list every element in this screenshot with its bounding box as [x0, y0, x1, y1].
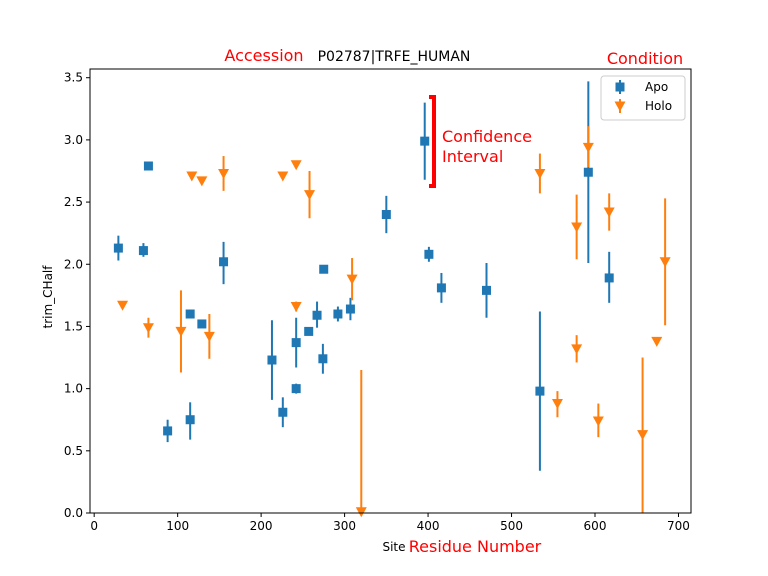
x-tick-label: 300 — [333, 519, 356, 533]
holo-point — [142, 323, 154, 334]
apo-point — [304, 326, 314, 336]
holo-point — [304, 190, 316, 201]
holo-point — [290, 302, 302, 313]
y-tick-label: 2.0 — [64, 257, 83, 271]
holo-point — [637, 430, 649, 441]
plot-area — [113, 81, 671, 518]
confidence-interval-bracket — [429, 95, 436, 188]
apo-point — [436, 283, 446, 293]
y-axis-ticks: 0.0 0.5 1.0 1.5 2.0 2.5 3.0 3.5 — [64, 71, 90, 520]
x-tick-label: 600 — [584, 519, 607, 533]
apo-point — [318, 354, 328, 364]
holo-point — [592, 416, 604, 427]
y-tick-label: 1.0 — [64, 382, 83, 396]
y-tick-label: 2.5 — [64, 195, 83, 209]
apo-legend-marker — [615, 82, 625, 92]
x-tick-label: 400 — [417, 519, 440, 533]
x-axis-label: Site — [382, 540, 405, 554]
holo-point — [551, 399, 563, 410]
holo-point — [175, 326, 187, 337]
apo-point — [319, 264, 329, 274]
apo-point — [420, 136, 430, 146]
plot-frame — [89, 68, 692, 514]
y-tick-label: 3.5 — [64, 71, 83, 85]
apo-legend-label: Apo — [645, 80, 668, 94]
confidence-annotation-line1: Confidence — [442, 127, 532, 146]
holo-point — [290, 160, 302, 171]
apo-point — [381, 210, 391, 220]
x-tick-label: 0 — [90, 519, 98, 533]
apo-point — [291, 338, 301, 348]
apo-series — [113, 81, 614, 471]
confidence-annotation-line2: Interval — [442, 147, 503, 166]
holo-point — [186, 171, 198, 182]
apo-point — [345, 304, 355, 314]
y-tick-label: 0.0 — [64, 506, 83, 520]
holo-point — [651, 336, 663, 347]
apo-point — [267, 355, 277, 365]
x-tick-label: 200 — [250, 519, 273, 533]
apo-point — [163, 426, 173, 436]
legend-frame — [600, 75, 686, 121]
holo-point — [571, 344, 583, 355]
apo-point — [278, 407, 288, 417]
holo-point — [277, 171, 289, 182]
apo-point — [333, 309, 343, 319]
holo-point — [203, 331, 215, 342]
apo-point — [312, 310, 322, 320]
condition-annotation: Condition — [607, 49, 683, 68]
holo-point — [218, 168, 230, 179]
holo-series — [117, 126, 671, 518]
residue-number-annotation: Residue Number — [409, 537, 542, 556]
y-axis-label: trim_CHalf — [41, 265, 55, 329]
holo-legend-label: Holo — [645, 99, 672, 113]
holo-legend-marker — [614, 101, 626, 112]
y-tick-label: 0.5 — [64, 444, 83, 458]
accession-annotation: Accession — [224, 46, 303, 65]
apo-point — [535, 386, 545, 396]
apo-point — [143, 161, 153, 171]
apo-point — [197, 319, 207, 329]
apo-point — [424, 249, 434, 259]
apo-point — [481, 285, 491, 295]
holo-point — [659, 257, 671, 268]
apo-point — [138, 246, 148, 256]
x-tick-label: 700 — [667, 519, 690, 533]
apo-point — [185, 309, 195, 319]
holo-point — [196, 176, 208, 187]
chart-title: P02787|TRFE_HUMAN — [318, 49, 471, 65]
y-tick-label: 1.5 — [64, 319, 83, 333]
holo-point — [117, 300, 129, 311]
legend-items: Apo Holo — [614, 80, 672, 113]
apo-point — [185, 415, 195, 425]
holo-point — [355, 507, 367, 518]
y-tick-label: 3.0 — [64, 133, 83, 147]
holo-point — [603, 207, 615, 218]
apo-point — [113, 243, 123, 253]
apo-point — [291, 384, 301, 394]
x-tick-label: 500 — [500, 519, 523, 533]
apo-point — [219, 257, 229, 267]
holo-point — [534, 168, 546, 179]
holo-point — [346, 274, 358, 285]
x-axis-ticks: 0 100 200 300 400 500 600 700 — [90, 513, 690, 533]
x-tick-label: 100 — [166, 519, 189, 533]
holo-point — [571, 222, 583, 233]
holo-point — [582, 142, 594, 153]
apo-point — [604, 273, 614, 283]
legend: Apo Holo — [600, 75, 686, 121]
apo-point — [583, 167, 593, 177]
